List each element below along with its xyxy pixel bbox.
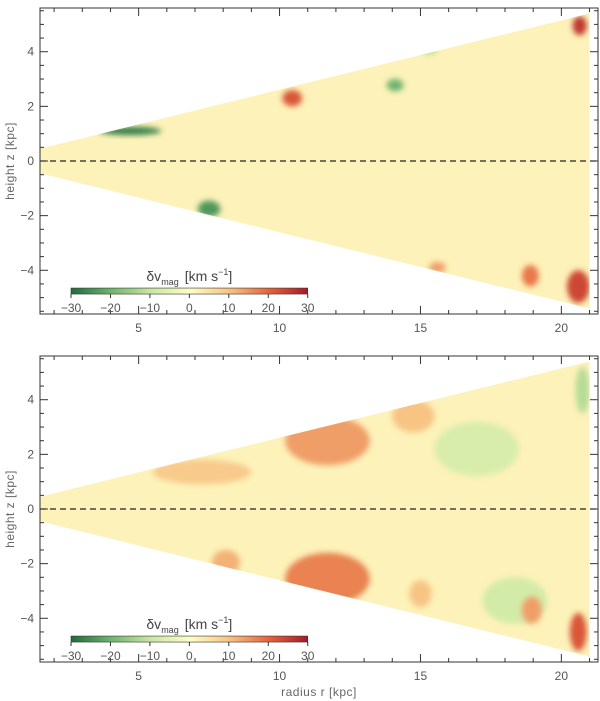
y-tick-label: 4 [27, 45, 34, 59]
field-feature [99, 126, 162, 136]
field-feature [409, 580, 432, 608]
y-tick-label: 0 [27, 154, 34, 168]
field-feature [392, 399, 435, 433]
y-tick-label: −4 [20, 263, 34, 277]
field-feature [521, 264, 539, 287]
colorbar-unit: [km s [185, 616, 218, 632]
x-tick-label: 10 [273, 669, 287, 683]
colorbar-tick-label: 20 [262, 649, 276, 663]
field-feature [428, 262, 446, 274]
x-axis-label: radius r [kpc] [281, 685, 357, 699]
field-feature [282, 89, 303, 107]
field-feature [279, 240, 297, 260]
field-feature [197, 200, 221, 218]
y-tick-label: −4 [20, 611, 34, 625]
field-feature [285, 416, 370, 466]
x-tick-label: 10 [273, 321, 287, 335]
y-tick-label: −2 [20, 557, 34, 571]
colorbar-label: δvmag [km s−1] [146, 615, 232, 635]
field-feature [521, 596, 542, 624]
colorbar-tick-label: 0 [186, 649, 193, 663]
field-feature [211, 549, 241, 575]
colorbar-tick-label: 20 [262, 301, 276, 315]
colorbar-tick-label: −10 [140, 301, 161, 315]
colorbar-unit-superscript: −1 [218, 615, 228, 625]
colorbar-label-symbol: δv [146, 268, 161, 284]
field-feature [434, 421, 520, 477]
y-tick-label: 4 [27, 393, 34, 407]
colorbar-unit-superscript: −1 [218, 267, 228, 277]
colorbar-tick-label: −20 [100, 649, 121, 663]
colorbar-label-symbol: δv [146, 616, 161, 632]
y-tick-label: 2 [27, 99, 34, 113]
field-feature [386, 79, 404, 92]
colorbar-tick-label: −10 [140, 649, 161, 663]
field-feature [572, 16, 587, 36]
y-tick-label: −2 [20, 209, 34, 223]
colorbar-label: δvmag [km s−1] [146, 267, 232, 287]
field-feature [567, 270, 590, 304]
colorbar-tick-label: 30 [301, 301, 315, 315]
x-tick-label: 20 [555, 669, 569, 683]
colorbar-tick-label: 0 [186, 301, 193, 315]
x-tick-label: 5 [135, 669, 142, 683]
colorbar-gradient [70, 635, 309, 643]
field-feature [420, 43, 438, 55]
colorbar: −30 −20 −10 0 10 20 30 δvmag [km s−1] [61, 267, 315, 315]
colorbar: −30 −20 −10 0 10 20 30 δvmag [km s−1] [61, 615, 315, 663]
colorbar-tick-label: 30 [301, 649, 315, 663]
colorbar-label-subscript: mag [161, 625, 179, 635]
field-feature [152, 459, 252, 485]
y-axis-label: height z [kpc] [3, 470, 17, 548]
colorbar-gradient [70, 287, 309, 295]
colorbar-tick-label: −30 [61, 649, 82, 663]
colorbar-tick-label: −30 [61, 301, 82, 315]
colorbar-unit: [km s [185, 268, 218, 284]
field-feature [569, 612, 587, 652]
field-feature [285, 552, 370, 605]
x-tick-label: 15 [414, 669, 428, 683]
colorbar-tick-label: 10 [222, 301, 236, 315]
colorbar-label-subscript: mag [161, 277, 179, 287]
colorbar-unit-end: ] [228, 616, 232, 632]
field-feature [341, 253, 351, 260]
y-tick-label: 2 [27, 447, 34, 461]
x-tick-label: 15 [414, 321, 428, 335]
x-tick-label: 5 [135, 321, 142, 335]
y-axis-label: height z [kpc] [3, 122, 17, 200]
field-feature [575, 366, 590, 414]
colorbar-unit-end: ] [228, 268, 232, 284]
x-tick-label: 20 [555, 321, 569, 335]
colorbar-tick-label: −20 [100, 301, 121, 315]
y-tick-label: 0 [27, 502, 34, 516]
colorbar-tick-label: 10 [222, 649, 236, 663]
